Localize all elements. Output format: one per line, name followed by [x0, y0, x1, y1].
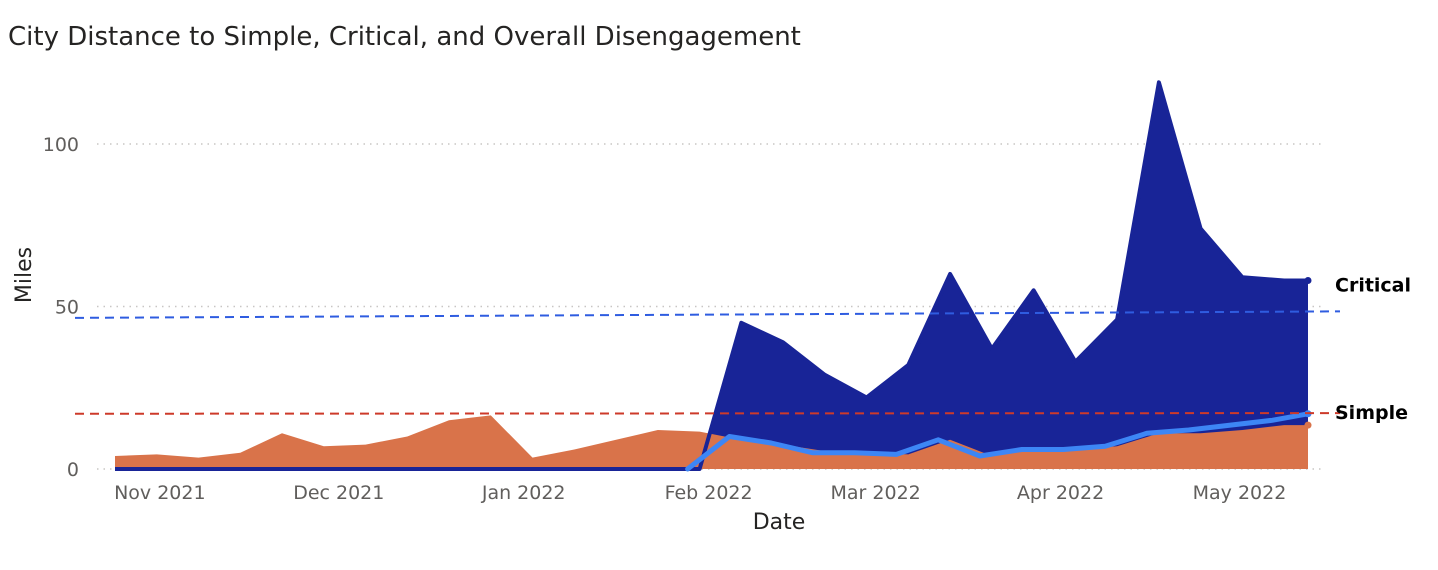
- y-axis-title: Miles: [12, 247, 37, 303]
- reference-line-simple_avg: [74, 412, 1341, 415]
- x-tick-label: Dec 2021: [293, 482, 384, 504]
- axes: 0 50 100 Nov 2021 Dec 2021 Jan 2022 Feb 2022 Ma…: [43, 134, 1287, 504]
- x-tick-label: Apr 2022: [1017, 482, 1104, 504]
- x-tick-label: Feb 2022: [665, 482, 753, 504]
- x-tick-label: May 2022: [1193, 482, 1287, 504]
- series-critical-line: [115, 80, 1308, 471]
- reference-lines: Critical Simple: [74, 274, 1411, 424]
- series-end-marker: [1304, 277, 1312, 284]
- series-critical-area: [115, 82, 1308, 470]
- series-layer: [115, 80, 1312, 472]
- series-end-marker: [1304, 421, 1312, 429]
- series-simple-line: [685, 411, 1311, 472]
- reference-line-critical_avg: [74, 310, 1341, 319]
- y-tick-label: 50: [55, 297, 79, 319]
- x-axis-title: Date: [753, 510, 806, 535]
- reference-label-critical_avg: Critical: [1335, 274, 1411, 296]
- series-overall-area: [115, 415, 1308, 469]
- y-tick-label: 0: [67, 459, 79, 481]
- x-tick-label: Mar 2022: [831, 482, 921, 504]
- chart-title: City Distance to Simple, Critical, and O…: [8, 22, 801, 52]
- reference-label-simple_avg: Simple: [1335, 402, 1408, 424]
- x-tick-label: Nov 2021: [114, 482, 205, 504]
- x-tick-label: Jan 2022: [481, 482, 566, 504]
- y-tick-label: 100: [43, 134, 79, 156]
